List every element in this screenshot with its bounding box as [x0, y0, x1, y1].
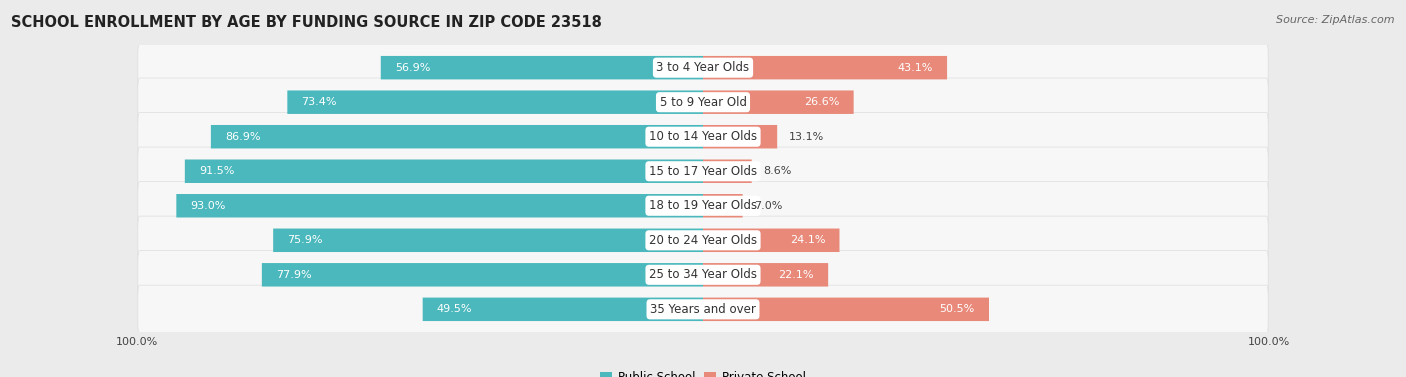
Text: 26.6%: 26.6% — [804, 97, 839, 107]
FancyBboxPatch shape — [138, 285, 1268, 334]
FancyBboxPatch shape — [184, 159, 703, 183]
FancyBboxPatch shape — [703, 228, 839, 252]
FancyBboxPatch shape — [138, 78, 1268, 126]
Text: 49.5%: 49.5% — [437, 304, 472, 314]
FancyBboxPatch shape — [176, 194, 703, 218]
Text: 20 to 24 Year Olds: 20 to 24 Year Olds — [650, 234, 756, 247]
Text: SCHOOL ENROLLMENT BY AGE BY FUNDING SOURCE IN ZIP CODE 23518: SCHOOL ENROLLMENT BY AGE BY FUNDING SOUR… — [11, 15, 602, 30]
FancyBboxPatch shape — [138, 43, 1268, 92]
FancyBboxPatch shape — [138, 147, 1268, 195]
Text: 8.6%: 8.6% — [763, 166, 792, 176]
Text: 25 to 34 Year Olds: 25 to 34 Year Olds — [650, 268, 756, 281]
FancyBboxPatch shape — [703, 159, 752, 183]
Text: 93.0%: 93.0% — [190, 201, 226, 211]
Text: 13.1%: 13.1% — [789, 132, 824, 142]
Text: 18 to 19 Year Olds: 18 to 19 Year Olds — [650, 199, 756, 212]
Text: 22.1%: 22.1% — [779, 270, 814, 280]
FancyBboxPatch shape — [703, 90, 853, 114]
FancyBboxPatch shape — [138, 182, 1268, 230]
Text: 77.9%: 77.9% — [276, 270, 312, 280]
FancyBboxPatch shape — [703, 263, 828, 287]
Text: 43.1%: 43.1% — [897, 63, 934, 73]
FancyBboxPatch shape — [703, 125, 778, 149]
FancyBboxPatch shape — [703, 297, 988, 321]
Text: 56.9%: 56.9% — [395, 63, 430, 73]
Text: 91.5%: 91.5% — [200, 166, 235, 176]
Text: 75.9%: 75.9% — [287, 235, 323, 245]
FancyBboxPatch shape — [423, 297, 703, 321]
FancyBboxPatch shape — [262, 263, 703, 287]
FancyBboxPatch shape — [138, 251, 1268, 299]
Legend: Public School, Private School: Public School, Private School — [595, 366, 811, 377]
Text: 15 to 17 Year Olds: 15 to 17 Year Olds — [650, 165, 756, 178]
Text: 7.0%: 7.0% — [754, 201, 782, 211]
Text: 73.4%: 73.4% — [301, 97, 337, 107]
Text: 86.9%: 86.9% — [225, 132, 260, 142]
FancyBboxPatch shape — [287, 90, 703, 114]
Text: 24.1%: 24.1% — [790, 235, 825, 245]
Text: 35 Years and over: 35 Years and over — [650, 303, 756, 316]
FancyBboxPatch shape — [273, 228, 703, 252]
Text: 5 to 9 Year Old: 5 to 9 Year Old — [659, 96, 747, 109]
FancyBboxPatch shape — [703, 194, 742, 218]
Text: 3 to 4 Year Olds: 3 to 4 Year Olds — [657, 61, 749, 74]
FancyBboxPatch shape — [138, 216, 1268, 264]
FancyBboxPatch shape — [138, 113, 1268, 161]
FancyBboxPatch shape — [211, 125, 703, 149]
Text: Source: ZipAtlas.com: Source: ZipAtlas.com — [1277, 15, 1395, 25]
FancyBboxPatch shape — [381, 56, 703, 80]
FancyBboxPatch shape — [703, 56, 948, 80]
Text: 50.5%: 50.5% — [939, 304, 974, 314]
Text: 10 to 14 Year Olds: 10 to 14 Year Olds — [650, 130, 756, 143]
